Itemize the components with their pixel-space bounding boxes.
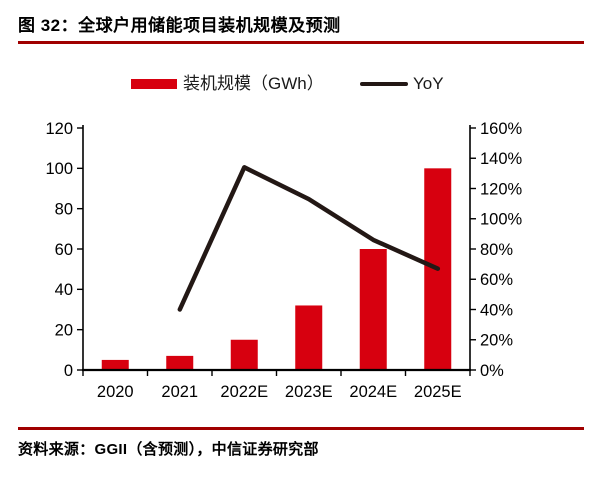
right-axis-tick-label: 120% — [480, 180, 523, 198]
x-axis-label-2021: 2021 — [161, 383, 198, 401]
bar-2021 — [166, 355, 194, 370]
right-axis-tick-label: 0% — [480, 362, 504, 380]
left-axis-tick-label: 80 — [55, 200, 73, 218]
left-axis-tick-label: 40 — [55, 281, 73, 299]
left-axis-tick-label: 100 — [45, 160, 73, 178]
right-axis-tick-label: 100% — [480, 211, 523, 229]
x-axis-label-2020: 2020 — [97, 383, 134, 401]
legend-bar-swatch — [131, 79, 177, 89]
bar-2024E — [359, 249, 387, 370]
right-axis-tick-label: 20% — [480, 332, 513, 350]
right-axis-tick-label: 160% — [480, 120, 523, 138]
title-underline — [18, 41, 584, 44]
x-axis-label-2024E: 2024E — [349, 383, 397, 401]
left-axis-tick-label: 60 — [55, 241, 73, 259]
right-axis-tick-label: 140% — [480, 150, 523, 168]
bar-2022E — [230, 339, 258, 370]
right-axis-tick-label: 40% — [480, 301, 513, 319]
bar-2020 — [101, 359, 129, 370]
x-axis-label-2025E: 2025E — [414, 383, 462, 401]
left-axis-tick-label: 20 — [55, 321, 73, 339]
right-axis-tick-label: 80% — [480, 241, 513, 259]
x-axis-label-2022E: 2022E — [220, 383, 268, 401]
x-axis-label-2023E: 2023E — [285, 383, 333, 401]
figure-title: 图 32：全球户用储能项目装机规模及预测 — [18, 16, 341, 35]
left-axis-tick-label: 0 — [64, 362, 73, 380]
bar-2023E — [295, 305, 323, 370]
source-text: 资料来源：GGII（含预测），中信证券研究部 — [18, 441, 319, 458]
yoy-line — [177, 165, 441, 312]
legend-line-swatch — [360, 82, 408, 86]
source-divider — [18, 427, 584, 430]
left-axis-tick-label: 120 — [45, 120, 73, 138]
right-axis-tick-label: 60% — [480, 271, 513, 289]
legend-line-label: YoY — [413, 74, 444, 93]
legend-bar-label: 装机规模（GWh） — [183, 74, 324, 93]
